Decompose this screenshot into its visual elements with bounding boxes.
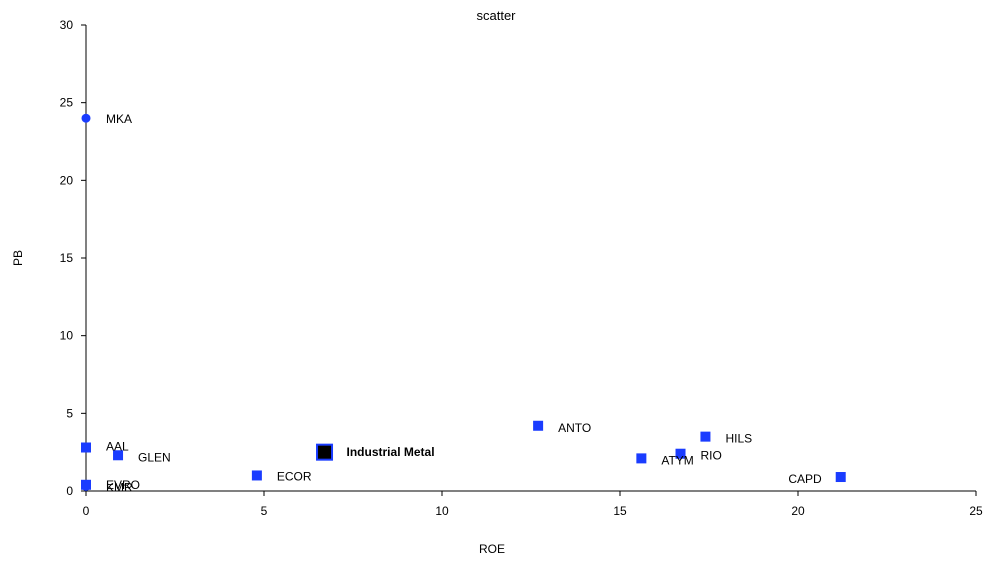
point-label-mka: MKA — [106, 112, 132, 126]
x-tick-label: 5 — [261, 504, 268, 518]
y-tick-label: 15 — [60, 251, 74, 265]
tick-labels: 0 5 10 15 20 25 30 0 5 10 15 20 25 — [60, 18, 983, 518]
x-tick-label: 10 — [435, 504, 449, 518]
x-axis-title: ROE — [479, 542, 505, 556]
x-tick-label: 15 — [613, 504, 627, 518]
point-label-kmr: KMR — [106, 480, 133, 494]
y-tick-label: 30 — [60, 18, 74, 32]
data-point-glen — [113, 450, 124, 461]
data-point-hils — [700, 431, 711, 442]
data-point-ecor — [251, 470, 262, 481]
y-tick-label: 5 — [66, 406, 73, 420]
point-label-hils: HILS — [725, 432, 752, 446]
chart-title: scatter — [476, 8, 516, 23]
data-point-atym — [636, 453, 647, 464]
point-label-atym: ATYM — [661, 453, 693, 467]
axes — [81, 24, 977, 496]
point-label-glen: GLEN — [138, 450, 171, 464]
data-point-industrial-metal — [316, 443, 334, 461]
point-label-capd: CAPD — [788, 472, 822, 486]
data-point-rio — [675, 448, 686, 459]
y-axis-title: PB — [11, 250, 25, 266]
point-label-evro: EVRO — [106, 478, 140, 492]
x-tick-label: 0 — [83, 504, 90, 518]
x-tick-label: 20 — [791, 504, 805, 518]
point-label-rio: RIO — [701, 449, 722, 463]
data-point-anto — [533, 420, 544, 431]
point-label-industrial-metal: Industrial Metal — [347, 445, 435, 459]
data-point-aal — [81, 442, 91, 453]
y-tick-label: 25 — [60, 96, 74, 110]
y-tick-label: 0 — [66, 484, 73, 498]
point-label-ecor: ECOR — [277, 469, 312, 483]
y-tick-label: 20 — [60, 173, 74, 187]
data-point-capd — [835, 472, 846, 483]
x-tick-label: 25 — [969, 504, 983, 518]
data-points — [81, 113, 846, 491]
data-point-mka — [81, 113, 91, 123]
point-label-aal: AAL — [106, 440, 129, 454]
point-label-anto: ANTO — [558, 421, 591, 435]
data-point-evro — [81, 479, 91, 490]
y-tick-label: 10 — [60, 329, 74, 343]
